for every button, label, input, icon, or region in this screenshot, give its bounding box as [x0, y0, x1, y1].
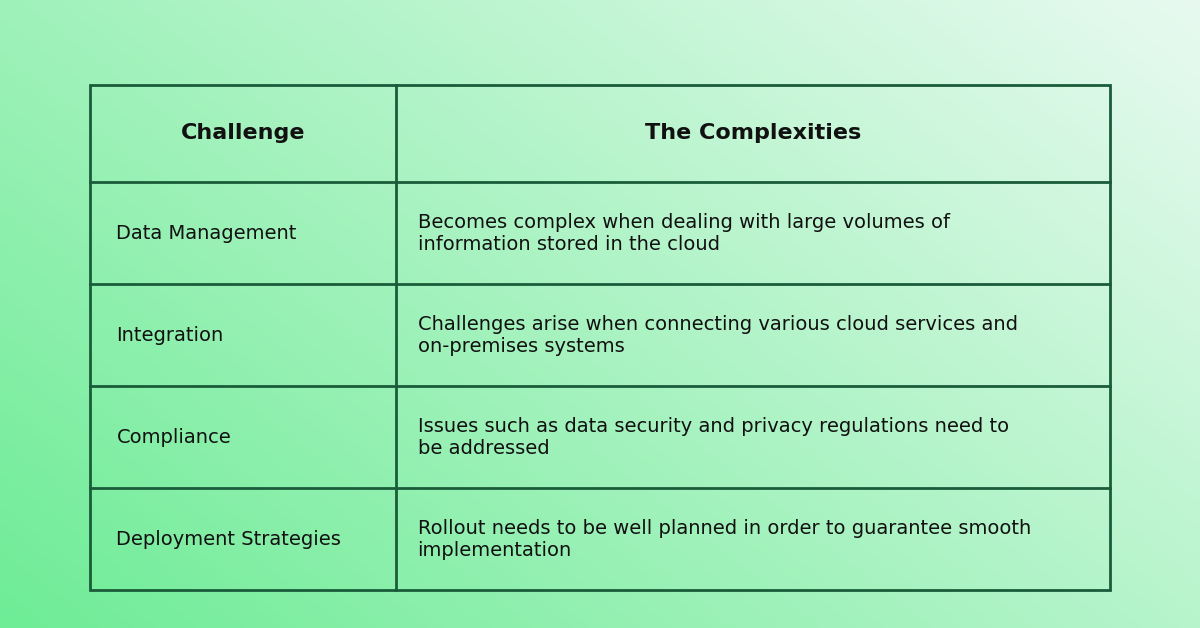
Bar [90, 85, 1110, 590]
Text: Rollout needs to be well planned in order to guarantee smooth
implementation: Rollout needs to be well planned in orde… [418, 519, 1031, 560]
Text: Data Management: Data Management [116, 224, 296, 242]
Text: The Complexities: The Complexities [644, 124, 862, 143]
Text: Integration: Integration [116, 326, 223, 345]
Text: Challenges arise when connecting various cloud services and
on-premises systems: Challenges arise when connecting various… [418, 315, 1018, 355]
Text: Compliance: Compliance [116, 428, 232, 447]
Text: Challenge: Challenge [181, 124, 305, 143]
Text: Becomes complex when dealing with large volumes of
information stored in the clo: Becomes complex when dealing with large … [418, 213, 949, 254]
Text: Issues such as data security and privacy regulations need to
be addressed: Issues such as data security and privacy… [418, 417, 1009, 458]
Text: Deployment Strategies: Deployment Strategies [116, 530, 341, 549]
